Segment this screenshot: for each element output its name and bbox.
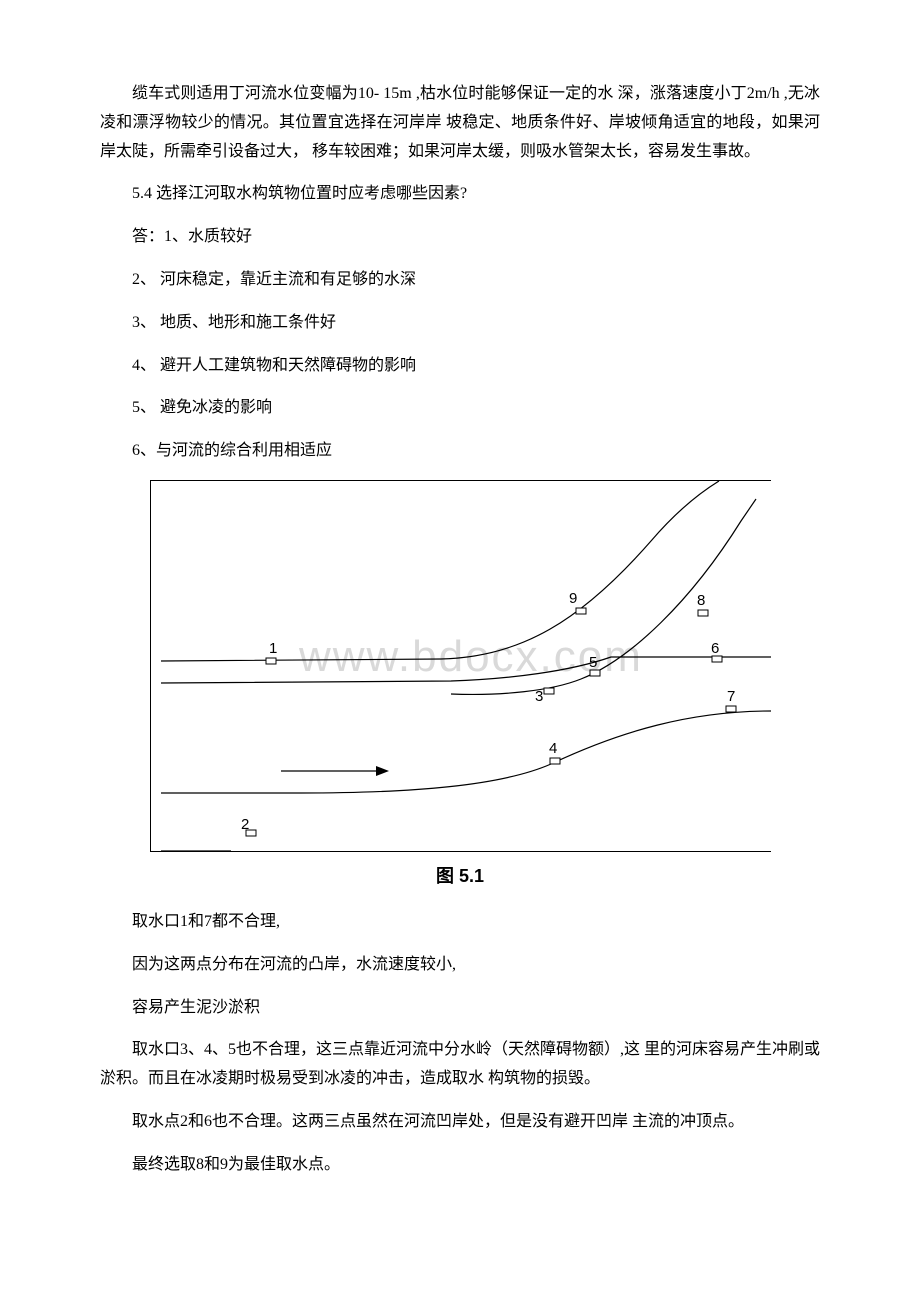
- intake-marker-1: [266, 658, 276, 664]
- answer-lead: 答：1、水质较好: [100, 223, 820, 252]
- figure-caption: 图 5.1: [100, 862, 820, 888]
- answer-item-3: 3、 地质、地形和施工条件好: [100, 309, 820, 338]
- intake-label-5: 5: [589, 654, 597, 671]
- paragraph-p5: 取水口3、4、5也不合理，这三点靠近河流中分水岭（天然障碍物额）,这 里的河床容…: [100, 1036, 820, 1094]
- intake-markers: 1 9 8 5 6 3 7 4 2: [241, 590, 736, 836]
- answer-item-6: 6、与河流的综合利用相适应: [100, 437, 820, 466]
- flow-arrow: [281, 766, 389, 776]
- paragraph-p6: 取水点2和6也不合理。这两三点虽然在河流凹岸处，但是没有避开凹岸 主流的冲顶点。: [100, 1108, 820, 1137]
- intake-label-3: 3: [535, 688, 543, 705]
- intake-label-1: 1: [269, 640, 277, 657]
- paragraph-p3: 因为这两点分布在河流的凸岸，水流速度较小,: [100, 951, 820, 980]
- intake-label-8: 8: [697, 592, 705, 609]
- intake-label-2: 2: [241, 816, 249, 833]
- intake-label-6: 6: [711, 640, 719, 657]
- question-5-4: 5.4 选择江河取水构筑物位置时应考虑哪些因素?: [100, 180, 820, 209]
- intake-label-9: 9: [569, 590, 577, 607]
- figure-5-1: www.bdocx.com 198563742: [100, 480, 820, 852]
- intake-marker-4: [550, 758, 560, 764]
- intake-marker-8: [698, 610, 708, 616]
- paragraph-p7: 最终选取8和9为最佳取水点。: [100, 1151, 820, 1180]
- paragraph-p2: 取水口1和7都不合理,: [100, 908, 820, 937]
- document-page: 缆车式则适用丁河流水位变幅为10- 15m ,枯水位时能够保证一定的水 深，涨落…: [0, 0, 920, 1254]
- paragraph-intro: 缆车式则适用丁河流水位变幅为10- 15m ,枯水位时能够保证一定的水 深，涨落…: [100, 80, 820, 166]
- intake-label-7: 7: [727, 688, 735, 705]
- answer-item-4: 4、 避开人工建筑物和天然障碍物的影响: [100, 352, 820, 381]
- answer-item-2: 2、 河床稳定，靠近主流和有足够的水深: [100, 266, 820, 295]
- intake-marker-9: [576, 608, 586, 614]
- intake-marker-7: [726, 706, 736, 712]
- intake-label-4: 4: [549, 740, 557, 757]
- intake-marker-3: [544, 688, 554, 694]
- answer-item-5: 5、 避免冰凌的影响: [100, 394, 820, 423]
- paragraph-p4: 容易产生泥沙淤积: [100, 994, 820, 1023]
- river-diagram: www.bdocx.com 198563742: [150, 480, 771, 852]
